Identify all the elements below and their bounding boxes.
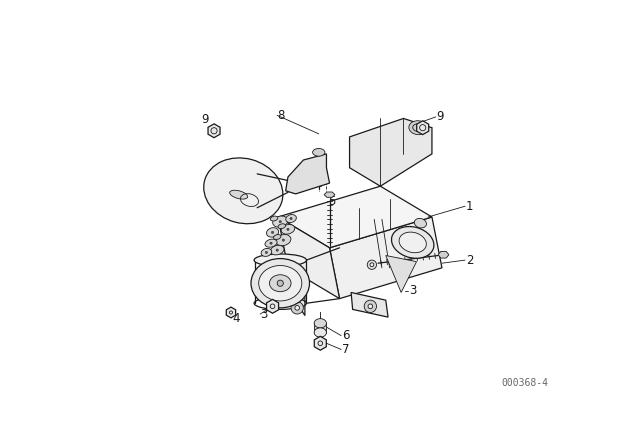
Ellipse shape [259,266,302,301]
Text: 9: 9 [201,113,209,126]
Circle shape [290,217,292,220]
Circle shape [370,263,374,267]
Polygon shape [417,121,429,134]
Ellipse shape [261,249,272,256]
Circle shape [271,231,274,233]
Ellipse shape [281,224,295,234]
Text: 000368-4: 000368-4 [502,378,548,388]
Circle shape [277,280,284,286]
Ellipse shape [230,190,248,199]
Circle shape [279,220,282,223]
Ellipse shape [399,232,426,253]
Polygon shape [285,154,330,194]
Ellipse shape [314,328,326,337]
Ellipse shape [266,228,278,237]
Polygon shape [351,293,388,317]
Ellipse shape [251,258,310,308]
Circle shape [265,251,268,254]
Circle shape [282,239,285,241]
Polygon shape [266,299,278,313]
Bar [314,323,326,332]
Circle shape [270,242,272,244]
Circle shape [367,260,376,269]
Circle shape [364,300,376,313]
Circle shape [276,249,278,251]
Ellipse shape [409,121,428,135]
Circle shape [287,228,289,230]
Ellipse shape [273,235,281,240]
Text: 5: 5 [328,195,335,208]
Polygon shape [208,124,220,138]
Polygon shape [314,336,326,350]
Circle shape [291,302,303,314]
Text: 3: 3 [260,307,268,320]
Ellipse shape [270,216,278,221]
Ellipse shape [204,158,283,224]
Ellipse shape [254,254,307,266]
Circle shape [295,306,300,310]
Ellipse shape [278,224,285,228]
Ellipse shape [265,239,277,247]
Text: 6: 6 [342,329,349,342]
Ellipse shape [270,246,284,255]
Polygon shape [278,186,432,248]
Text: 2: 2 [466,254,474,267]
Text: 8: 8 [277,109,285,122]
Text: 3: 3 [409,284,416,297]
Text: 9: 9 [436,110,444,123]
Ellipse shape [414,219,426,228]
Circle shape [368,304,372,309]
Ellipse shape [392,227,434,258]
Ellipse shape [276,234,291,246]
Polygon shape [227,307,236,318]
Polygon shape [349,118,432,186]
Text: 7: 7 [342,343,349,356]
Polygon shape [438,251,449,258]
Ellipse shape [312,148,325,156]
Ellipse shape [273,216,288,227]
Ellipse shape [314,319,326,328]
Polygon shape [285,268,305,315]
Text: 1: 1 [466,200,474,213]
Text: 4: 4 [232,312,240,325]
Ellipse shape [285,215,296,223]
Polygon shape [386,255,417,293]
Ellipse shape [269,275,291,292]
Polygon shape [278,217,340,299]
Polygon shape [330,217,442,299]
Polygon shape [324,192,335,197]
